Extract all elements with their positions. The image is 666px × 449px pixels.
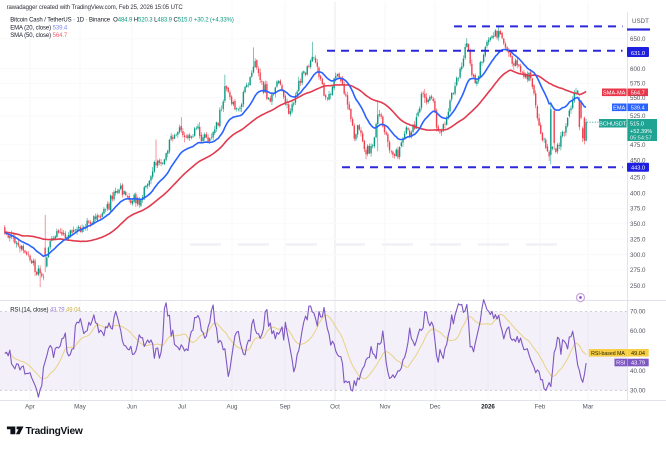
svg-text:30.00: 30.00 [630, 388, 646, 395]
svg-text:400.0: 400.0 [630, 191, 646, 198]
svg-text:Aug: Aug [226, 404, 238, 411]
svg-text:EMA: EMA [613, 105, 625, 111]
svg-text:EMA (20, close) 539.4: EMA (20, close) 539.4 [10, 26, 68, 32]
svg-text:May: May [74, 404, 87, 411]
svg-text:Feb: Feb [535, 404, 546, 411]
svg-text:USDT: USDT [632, 18, 649, 25]
svg-text:RSI (14, close) 43.79 49.04: RSI (14, close) 43.79 49.04 [10, 307, 81, 313]
svg-text:+52.39%: +52.39% [630, 129, 652, 135]
svg-text:RSI: RSI [616, 361, 626, 367]
svg-text:Mar: Mar [583, 404, 594, 411]
svg-text:564.7: 564.7 [631, 90, 645, 96]
svg-text:525.0: 525.0 [630, 113, 646, 120]
svg-text:475.0: 475.0 [630, 142, 646, 149]
svg-text:Dec: Dec [429, 404, 440, 411]
svg-text:443.0: 443.0 [631, 166, 645, 172]
svg-text:600.0: 600.0 [630, 66, 646, 73]
svg-text:Oct: Oct [330, 404, 340, 411]
svg-text:RSI-based MA: RSI-based MA [591, 351, 625, 357]
svg-text:575.0: 575.0 [630, 81, 646, 88]
svg-text:43.79: 43.79 [631, 361, 645, 367]
svg-text:SMA-MA: SMA-MA [603, 90, 626, 96]
svg-text:05:54:57: 05:54:57 [630, 136, 652, 142]
svg-text:BCHUSDT: BCHUSDT [599, 121, 627, 127]
svg-text:40.00: 40.00 [630, 368, 646, 375]
svg-text:650.0: 650.0 [630, 36, 646, 43]
svg-text:SMA (50, close) 564.7: SMA (50, close) 564.7 [10, 33, 68, 39]
svg-text:539.4: 539.4 [631, 105, 645, 111]
svg-text:49.04: 49.04 [631, 351, 645, 357]
svg-text:250.0: 250.0 [630, 283, 646, 290]
svg-text:2026: 2026 [481, 404, 495, 411]
svg-text:Sep: Sep [279, 404, 291, 411]
svg-text:rawadagger created with Tradin: rawadagger created with TradingView.com,… [7, 5, 184, 11]
svg-text:Jun: Jun [127, 404, 138, 411]
svg-text:300.0: 300.0 [630, 252, 646, 259]
svg-text:Apr: Apr [25, 404, 35, 411]
svg-text:Nov: Nov [379, 404, 391, 411]
svg-text:275.0: 275.0 [630, 267, 646, 274]
svg-text:450.0: 450.0 [630, 158, 646, 165]
svg-text:60.00: 60.00 [630, 328, 646, 335]
svg-text:70.00: 70.00 [630, 309, 646, 316]
svg-text:350.0: 350.0 [630, 221, 646, 228]
svg-text:631.0: 631.0 [631, 51, 645, 57]
svg-text:TradingView: TradingView [26, 426, 83, 437]
svg-text:Jul: Jul [178, 404, 186, 411]
svg-text:515.0: 515.0 [630, 122, 644, 128]
svg-text:375.0: 375.0 [630, 206, 646, 213]
svg-text:425.0: 425.0 [630, 174, 646, 181]
svg-text:Bitcoin Cash / TetherUS · 1D ·: Bitcoin Cash / TetherUS · 1D · Binance O… [10, 18, 234, 24]
svg-text:325.0: 325.0 [630, 236, 646, 243]
svg-text:550.0: 550.0 [630, 95, 646, 102]
